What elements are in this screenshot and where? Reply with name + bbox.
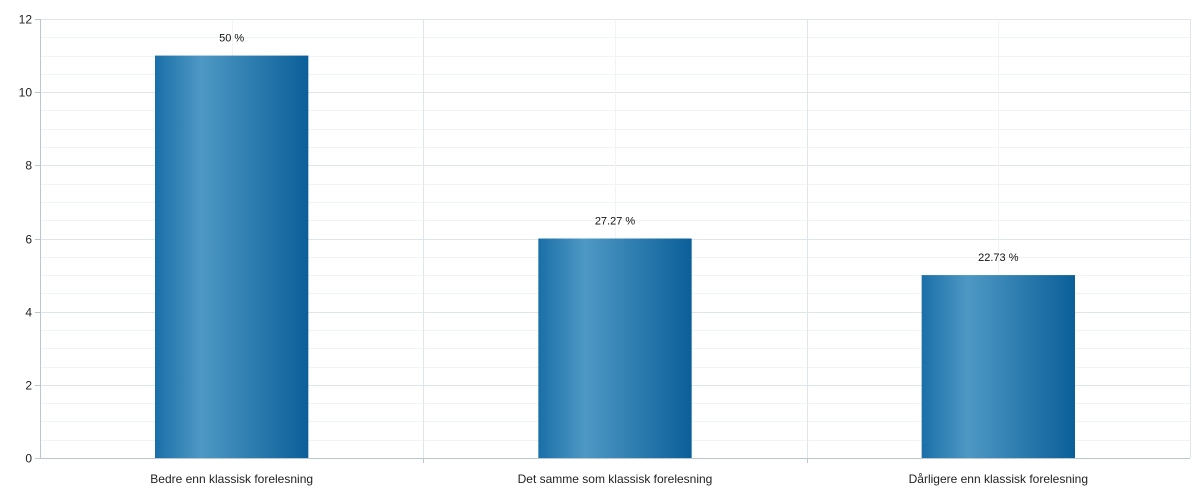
bar[interactable] [922, 275, 1075, 458]
bar[interactable] [538, 239, 691, 459]
y-tick-label: 0 [25, 452, 32, 466]
y-tick-label: 12 [19, 13, 33, 27]
bar-data-label: 22.73 % [978, 252, 1019, 264]
bar-data-label: 27.27 % [595, 216, 636, 228]
x-category-label: Dårligere enn klassisk forelesning [909, 472, 1088, 486]
bar[interactable] [155, 56, 308, 458]
y-tick-label: 8 [25, 159, 32, 173]
y-tick-label: 6 [25, 233, 32, 247]
x-category-label: Det samme som klassisk forelesning [518, 472, 713, 486]
x-category-label: Bedre enn klassisk forelesning [150, 472, 313, 486]
y-tick-label: 2 [25, 379, 32, 393]
y-tick-label: 4 [25, 306, 32, 320]
y-tick-label: 10 [19, 86, 33, 100]
bar-data-label: 50 % [219, 33, 244, 45]
